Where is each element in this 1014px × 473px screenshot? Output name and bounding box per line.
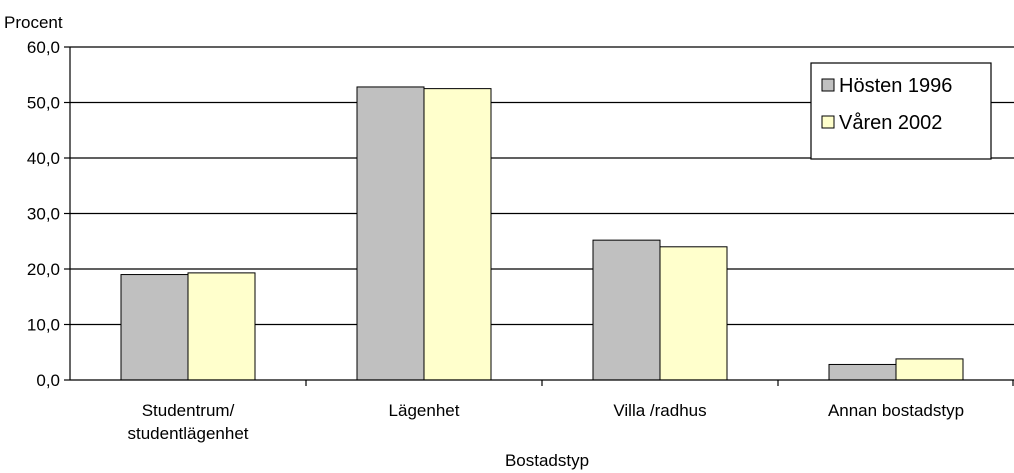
y-tick-label: 10,0 bbox=[27, 316, 60, 335]
x-category-labels: Studentrum/studentlägenhet Lägenhet Villa … bbox=[128, 401, 965, 443]
x-category-label: Studentrum/ bbox=[142, 401, 235, 420]
x-axis-title: Bostadstyp bbox=[505, 451, 589, 470]
bar-hosten-1996 bbox=[120, 274, 189, 381]
x-category-label: Lägenhet bbox=[389, 401, 460, 420]
x-category-label: Villa /radhus bbox=[613, 401, 706, 420]
legend-swatch bbox=[821, 78, 835, 92]
y-tick-labels: 0,0 10,0 20,0 30,0 40,0 50,0 60,0 bbox=[27, 38, 60, 390]
y-tick-label: 20,0 bbox=[27, 260, 60, 279]
legend-label: Hösten 1996 bbox=[839, 75, 952, 97]
bar-hosten-1996 bbox=[828, 363, 897, 381]
y-axis-title: Procent bbox=[4, 13, 63, 32]
y-tick-label: 40,0 bbox=[27, 149, 60, 168]
bar-hosten-1996 bbox=[356, 86, 425, 381]
bar-varen-2002 bbox=[659, 246, 728, 381]
legend: Hösten 1996 Våren 2002 bbox=[810, 62, 992, 160]
x-category-label: Annan bostadstyp bbox=[828, 401, 964, 420]
bars bbox=[120, 86, 964, 381]
y-tick-label: 0,0 bbox=[36, 371, 60, 390]
bar-varen-2002 bbox=[895, 358, 964, 381]
bar-varen-2002 bbox=[423, 88, 492, 381]
bar-varen-2002 bbox=[187, 272, 256, 381]
bar-hosten-1996 bbox=[592, 239, 661, 381]
legend-box bbox=[810, 62, 992, 160]
legend-label: Våren 2002 bbox=[839, 112, 942, 134]
x-category-label: studentlägenhet bbox=[128, 424, 249, 443]
legend-swatch bbox=[821, 115, 835, 129]
axes bbox=[64, 46, 1014, 386]
gridlines bbox=[70, 46, 1014, 326]
y-tick-label: 60,0 bbox=[27, 38, 60, 57]
y-tick-label: 50,0 bbox=[27, 94, 60, 113]
y-tick-label: 30,0 bbox=[27, 205, 60, 224]
